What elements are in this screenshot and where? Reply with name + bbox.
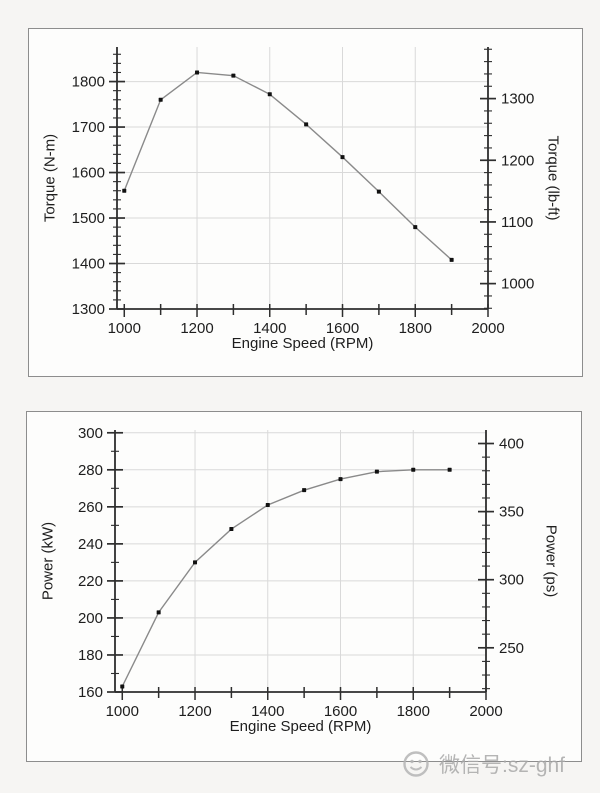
torque-chart: 1300 1400 1500 1600 1700 1800 1000 1100 1200 1300… — [29, 29, 582, 376]
data-point-marker — [265, 502, 270, 507]
left-axis-tick-label: 280 — [78, 462, 103, 479]
power-right-axis-title: Power (ps) — [542, 524, 560, 598]
x-axis-tick-label: 2000 — [469, 703, 502, 720]
data-point-marker — [267, 92, 272, 97]
series-line — [121, 469, 450, 687]
right-axis-tick-label: 400 — [499, 436, 524, 453]
data-point-marker — [413, 225, 418, 230]
torque-right-axis-title: Torque (lb-ft) — [544, 135, 562, 221]
data-point-marker — [340, 155, 345, 160]
data-point-marker — [338, 477, 343, 482]
data-point-marker — [122, 188, 127, 193]
power-chart-panel: 160 180 200 220 240 260 280 300 250 300 350 400 1000… — [26, 411, 582, 762]
data-point-marker — [156, 610, 161, 615]
x-axis-tick-label: 1000 — [106, 703, 139, 720]
right-axis-tick-label: 1100 — [501, 214, 533, 231]
data-point-marker — [229, 527, 234, 532]
x-axis-tick-label: 1000 — [108, 320, 141, 337]
x-axis-tick-label: 1200 — [178, 703, 211, 720]
data-point-marker — [304, 122, 309, 127]
data-point-marker — [447, 467, 452, 472]
left-axis-tick-label: 220 — [78, 573, 103, 590]
power-x-axis-title: Engine Speed (RPM) — [229, 718, 372, 735]
x-axis-tick-label: 1800 — [399, 320, 432, 337]
right-axis-tick-label: 350 — [499, 504, 524, 521]
torque-chart-panel: 1300 1400 1500 1600 1700 1800 1000 1100 1200 1300… — [28, 28, 583, 377]
wechat-face-icon — [403, 751, 429, 777]
data-point-marker — [120, 684, 125, 689]
left-axis-tick-label: 1500 — [72, 210, 105, 227]
left-axis-tick-label: 300 — [78, 425, 103, 442]
left-axis-tick-label: 1700 — [72, 119, 105, 136]
watermark-text: 微信号:sz-ghf — [439, 754, 566, 777]
power-curve-plot: 160 180 200 220 240 260 280 300 250 300 350 400 1000… — [78, 425, 524, 720]
left-axis-tick-label: 260 — [78, 499, 103, 516]
data-point-marker — [195, 70, 200, 75]
data-point-marker — [449, 257, 454, 262]
right-axis-tick-label: 1300 — [501, 91, 534, 108]
x-axis-tick-label: 2000 — [471, 320, 504, 337]
left-axis-tick-label: 180 — [78, 647, 103, 664]
left-axis-tick-label: 1800 — [72, 74, 105, 91]
left-axis-tick-label: 160 — [78, 684, 103, 701]
data-point-marker — [193, 560, 198, 565]
x-axis-tick-label: 1800 — [397, 703, 430, 720]
left-axis-tick-label: 200 — [78, 610, 103, 627]
left-axis-tick-label: 1600 — [72, 165, 105, 182]
torque-left-axis-title: Torque (N-m) — [41, 133, 59, 223]
right-axis-tick-label: 1200 — [501, 152, 534, 169]
data-point-marker — [374, 469, 379, 474]
right-axis-tick-label: 300 — [499, 572, 524, 589]
torque-curve-plot: 1300 1400 1500 1600 1700 1800 1000 1100 1200 1300… — [72, 47, 534, 337]
torque-x-axis-title: Engine Speed (RPM) — [231, 335, 374, 352]
data-point-marker — [376, 189, 381, 194]
x-axis-tick-label: 1600 — [324, 703, 357, 720]
power-left-axis-title: Power (kW) — [39, 521, 57, 601]
watermark: 微信号:sz-ghf — [400, 745, 565, 783]
x-axis-tick-label: 1400 — [251, 703, 284, 720]
x-axis-tick-label: 1600 — [326, 320, 359, 337]
data-point-marker — [158, 97, 163, 102]
data-point-marker — [302, 488, 307, 493]
data-point-marker — [231, 73, 236, 78]
right-axis-tick-label: 250 — [499, 640, 524, 657]
power-chart: 160 180 200 220 240 260 280 300 250 300 350 400 1000… — [27, 412, 580, 759]
right-axis-tick-label: 1000 — [501, 276, 534, 293]
left-axis-tick-label: 1300 — [72, 301, 105, 318]
series-line — [123, 71, 453, 261]
left-axis-tick-label: 1400 — [72, 256, 105, 273]
left-axis-tick-label: 240 — [78, 536, 103, 553]
x-axis-tick-label: 1200 — [180, 320, 213, 337]
x-axis-tick-label: 1400 — [253, 320, 286, 337]
data-point-marker — [411, 467, 416, 472]
